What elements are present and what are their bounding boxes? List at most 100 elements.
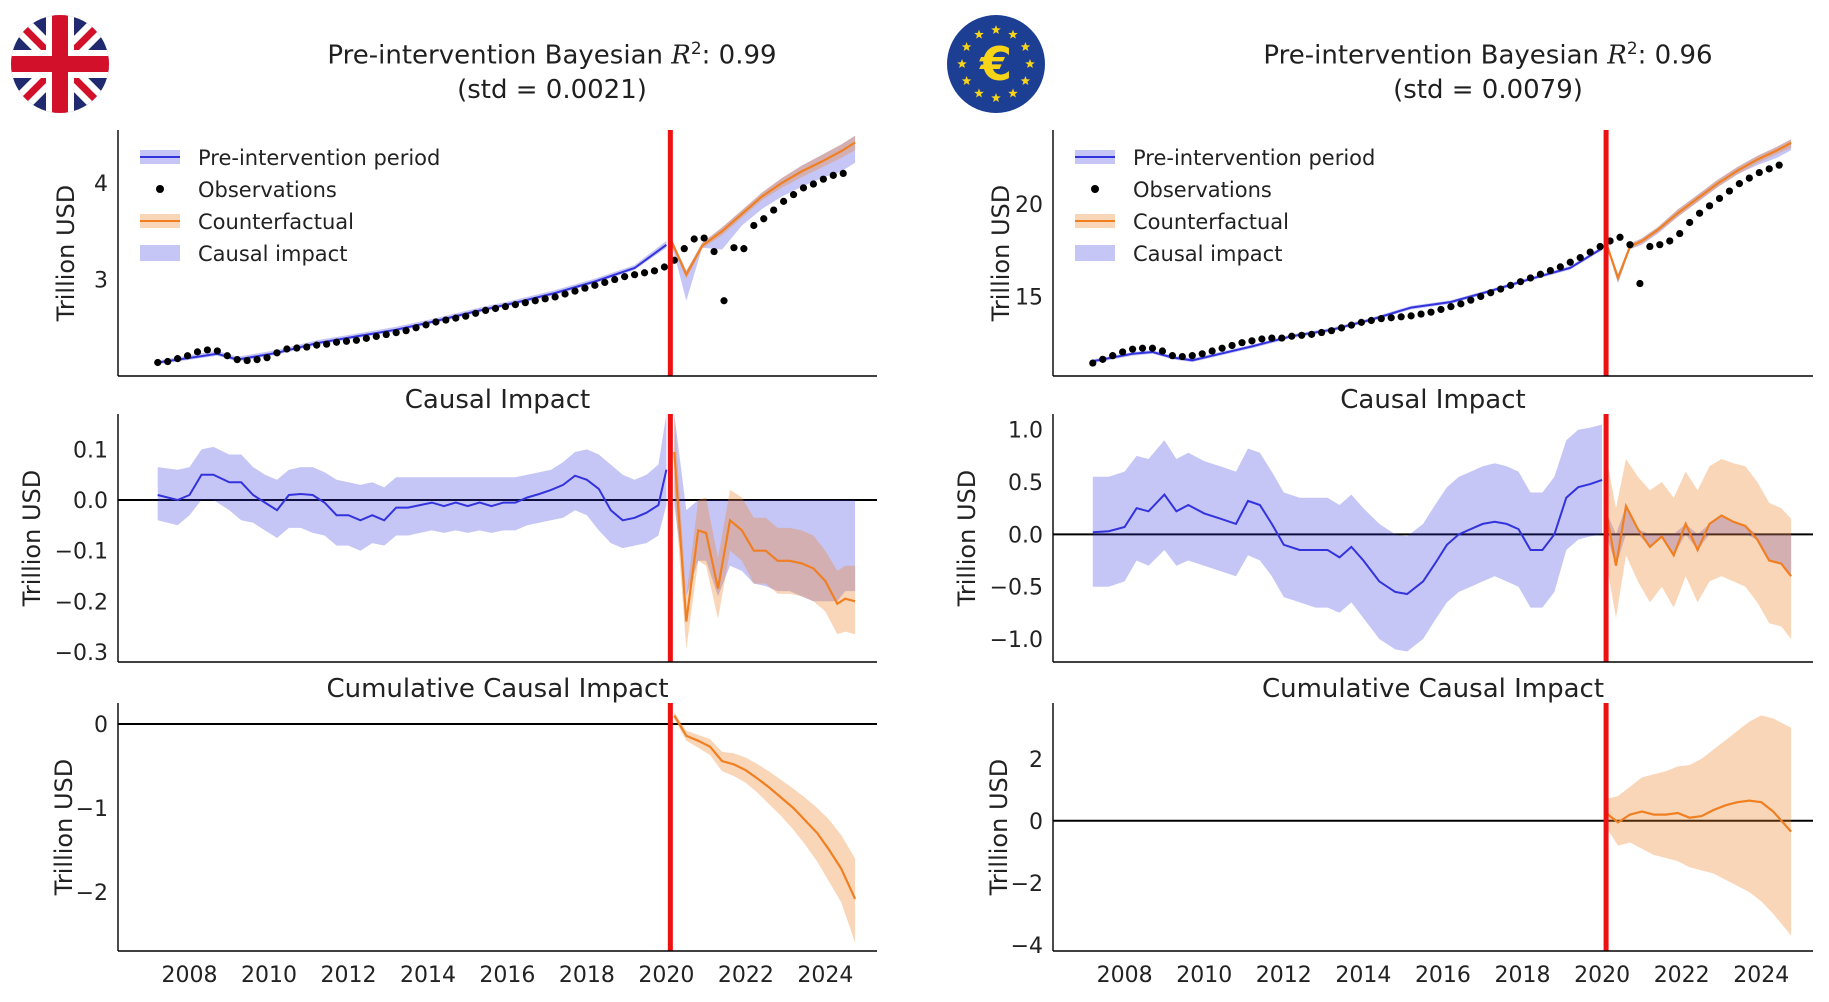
observation-point [750,221,758,230]
observation-point [789,191,798,199]
pre-intervention-line [157,469,668,522]
observation-point [1347,321,1356,329]
observation-point [1516,278,1525,286]
observation-point [392,328,400,337]
observation-point [283,345,291,353]
x-tick-label: 2010 [241,963,297,988]
x-tick-label: 2024 [1733,963,1789,988]
y-tick-label: 20 [1015,193,1043,218]
observation-point [1268,334,1276,342]
observation-point [839,169,847,178]
y-axis-label: Trillion USD [50,759,78,896]
observation-point [432,318,440,326]
y-axis-label: Trillion USD [987,185,1015,322]
observation-point [1168,352,1176,360]
observation-point [332,338,341,346]
observation-point [491,304,500,313]
uk-subtitle: (std = 0.0021) [457,74,647,105]
eu-panel-2: 1.0 0.5 0.0 −0.5 −1.0 Trillion USD Causal Impa… [953,385,1813,663]
observation-point [253,356,261,364]
panel-title: Cumulative Causal Impact [1262,674,1604,704]
y-tick-label: 0 [94,713,108,738]
observation-point [511,301,519,309]
observation-point [1506,281,1515,289]
observation-point [1497,285,1505,293]
legend-label: Observations [198,178,337,202]
observation-point [1218,344,1226,352]
observation-point [342,337,351,345]
observation-point [1546,266,1554,275]
observation-point [462,312,470,320]
observation-point [1616,233,1624,241]
observation-point [1427,308,1435,316]
observation-point [1377,315,1385,323]
counterfactual-line [669,141,856,278]
observation-point [1755,168,1763,177]
y-axis-label: Trillion USD [953,470,981,607]
observation-point [472,309,480,317]
observation-point [591,281,599,289]
observation-point [799,184,808,192]
legend-label: Counterfactual [1133,210,1289,234]
counterfactual-line [673,715,857,900]
observation-point [809,180,818,188]
observation-point [1745,174,1753,182]
observation-point [1576,254,1584,262]
uk-flag-icon [11,15,109,113]
eu-star [974,88,984,98]
observation-point [442,316,450,324]
eu-star [957,59,967,68]
y-tick-label: 0.0 [73,489,108,514]
observation-point [1357,318,1365,326]
y-tick-label: 2 [1029,748,1043,773]
x-tick-label: 2024 [797,963,853,988]
legend-label: Pre-intervention period [198,146,440,170]
y-tick-label: −4 [1011,934,1043,959]
observation-point [1148,344,1157,352]
observation-point [1725,187,1734,195]
y-axis-label: Trillion USD [985,759,1013,896]
y-axis-label: Trillion USD [18,470,46,607]
observation-point [412,324,420,332]
plot-area [1053,424,1813,652]
eu-star [1025,59,1035,68]
x-tick-label: 2020 [638,963,694,988]
x-tick-label: 2022 [718,963,774,988]
plot-area [118,712,877,943]
observation-point [1109,352,1117,360]
observation-point [174,355,182,363]
eu-flag-icon: € [947,15,1045,113]
observation-point [571,287,579,295]
legend-swatch-causal [1075,245,1115,261]
pre-intervention-band [1092,424,1603,652]
observation-point [193,348,202,356]
legend-label: Causal impact [198,242,347,266]
eu-star [1008,29,1018,39]
observation-point [1646,242,1654,251]
observation-point [1178,352,1186,361]
x-tick-label: 2016 [479,963,535,988]
observation-point [1586,248,1594,256]
observation-point [164,357,172,366]
observation-point [1526,274,1535,282]
eu-title: Pre-intervention Bayesian R2: 0.96 (std … [1178,32,1798,107]
causal-impact-band [670,135,856,301]
observation-point [630,271,639,279]
y-tick-label: −1 [76,797,108,822]
euro-symbol: € [979,37,1012,91]
panel-title: Cumulative Causal Impact [326,674,668,704]
observation-point [1248,337,1256,345]
observation-point [531,297,539,305]
x-tick-label: 2022 [1654,963,1710,988]
counterfactual-line [673,451,856,622]
observation-point [819,175,827,183]
observation-point [1198,350,1206,358]
eu-star [961,42,972,51]
observation-point [1676,229,1684,238]
observation-point [1686,218,1694,227]
observation-point [650,267,659,275]
observation-point [372,332,380,341]
y-tick-label: 4 [94,172,108,197]
observation-point [481,306,490,314]
observation-point [1437,305,1445,314]
